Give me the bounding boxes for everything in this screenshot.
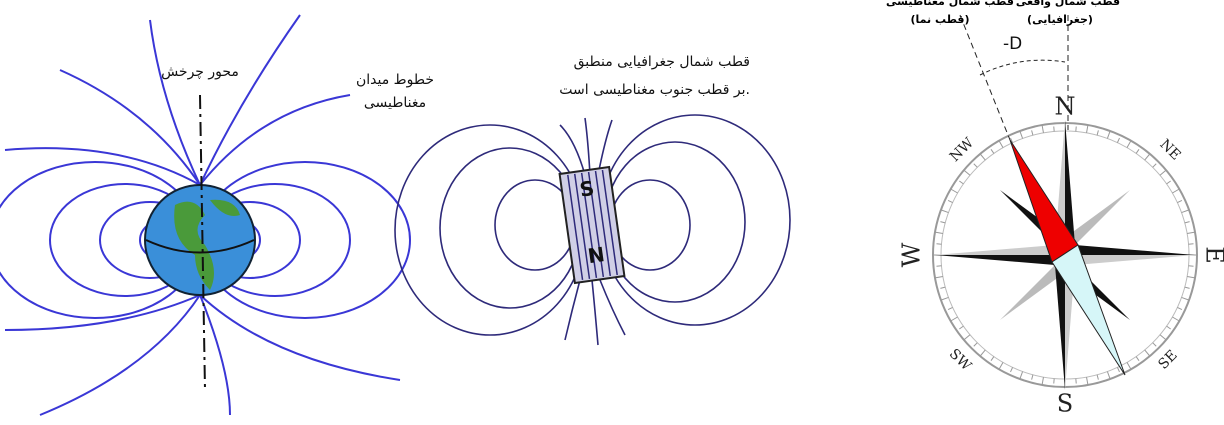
ring-tick bbox=[950, 316, 958, 322]
ring-tick bbox=[1116, 367, 1120, 373]
ring-tick bbox=[950, 188, 958, 194]
dir-sw: SW bbox=[946, 346, 975, 375]
magnet: S N bbox=[558, 165, 626, 285]
magnetic-line bbox=[959, 14, 1011, 141]
ring-tick bbox=[1126, 140, 1132, 148]
declination: -D bbox=[1003, 34, 1022, 54]
ring-tick bbox=[1166, 180, 1171, 185]
dir-e: E bbox=[1201, 246, 1224, 264]
dir-n: N bbox=[1055, 93, 1076, 121]
field-label: مغناطیسی bbox=[364, 95, 426, 111]
ring-tick bbox=[1184, 221, 1190, 224]
pole-n: N bbox=[586, 242, 606, 268]
ring-tick bbox=[1126, 362, 1132, 370]
compass-rose bbox=[935, 120, 1195, 390]
ring-tick bbox=[1086, 124, 1089, 133]
ring-tick bbox=[940, 209, 949, 214]
ring-tick bbox=[940, 286, 946, 289]
ring-tick bbox=[1031, 130, 1034, 136]
ring-tick bbox=[1010, 137, 1014, 143]
earth bbox=[144, 184, 256, 296]
rotation-axis bbox=[199, 94, 206, 391]
magnetic-north: قطب شمال مغناطیسی bbox=[886, 0, 1014, 8]
ring-tick bbox=[979, 153, 986, 161]
ring-tick bbox=[1106, 130, 1111, 139]
ring-tick bbox=[1019, 130, 1024, 139]
ring-tick bbox=[1184, 286, 1190, 289]
ring-tick bbox=[959, 325, 964, 330]
ring-tick bbox=[998, 362, 1004, 370]
ring-tick bbox=[979, 349, 986, 357]
ring-tick bbox=[1181, 296, 1190, 301]
ring-tick bbox=[1135, 149, 1140, 154]
ring-tick bbox=[1031, 374, 1034, 380]
field-label: خطوط میدان bbox=[356, 72, 434, 88]
ring-tick bbox=[1096, 374, 1099, 380]
true-north: (جغرافیایی) bbox=[1027, 13, 1093, 26]
ring-tick bbox=[934, 231, 943, 234]
ring-tick bbox=[959, 180, 964, 185]
ring-tick bbox=[934, 276, 943, 279]
ring-tick bbox=[973, 163, 978, 168]
true-north: قطب شمال واقعی bbox=[1016, 0, 1120, 8]
ring-tick bbox=[1086, 377, 1089, 386]
ring-tick bbox=[947, 306, 953, 310]
ring-tick bbox=[1177, 306, 1183, 310]
pole-s: S bbox=[578, 176, 596, 202]
ring-tick bbox=[963, 334, 971, 341]
ring-tick bbox=[940, 221, 946, 224]
ring-tick bbox=[1096, 130, 1099, 136]
ring-tick bbox=[1152, 163, 1157, 168]
dir-se: SE bbox=[1155, 347, 1180, 372]
dir-s: S bbox=[1057, 390, 1073, 418]
ring-tick bbox=[1172, 316, 1180, 322]
ring-tick bbox=[1010, 367, 1014, 373]
ring-tick bbox=[1144, 349, 1151, 357]
ring-tick bbox=[990, 149, 995, 154]
dir-w: W bbox=[898, 242, 926, 267]
ring-tick bbox=[1152, 342, 1157, 347]
ring-tick bbox=[940, 296, 949, 301]
ring-tick bbox=[1181, 209, 1190, 214]
ring-tick bbox=[990, 356, 995, 361]
ring-tick bbox=[1144, 153, 1151, 161]
ring-tick bbox=[1187, 276, 1196, 279]
ring-tick bbox=[1159, 334, 1167, 341]
ring-tick bbox=[1159, 169, 1167, 176]
ring-tick bbox=[947, 200, 953, 204]
ring-tick bbox=[1116, 137, 1120, 143]
ring-tick bbox=[1166, 325, 1171, 330]
ring-tick bbox=[963, 169, 971, 176]
ring-tick bbox=[1019, 371, 1024, 380]
declination-arc bbox=[979, 59, 1066, 76]
magnetic-north: (قطب نما) bbox=[910, 13, 969, 26]
ring-tick bbox=[973, 342, 978, 347]
ring-tick bbox=[1041, 377, 1044, 386]
ring-tick bbox=[1041, 124, 1044, 133]
ring-tick bbox=[1106, 371, 1111, 380]
ring-tick bbox=[1135, 356, 1140, 361]
ring-tick bbox=[1172, 188, 1180, 194]
dir-ne: NE bbox=[1156, 136, 1183, 163]
ring-tick bbox=[1187, 231, 1196, 234]
ring-tick bbox=[1177, 200, 1183, 204]
magnet-note: قطب شمال جغرافیایی منطبق bbox=[574, 54, 750, 70]
magnet-note: بر قطب جنوب مغناطیسی است. bbox=[559, 82, 750, 98]
ring-tick bbox=[998, 140, 1004, 148]
axis-label: محور چرخش bbox=[161, 64, 239, 80]
